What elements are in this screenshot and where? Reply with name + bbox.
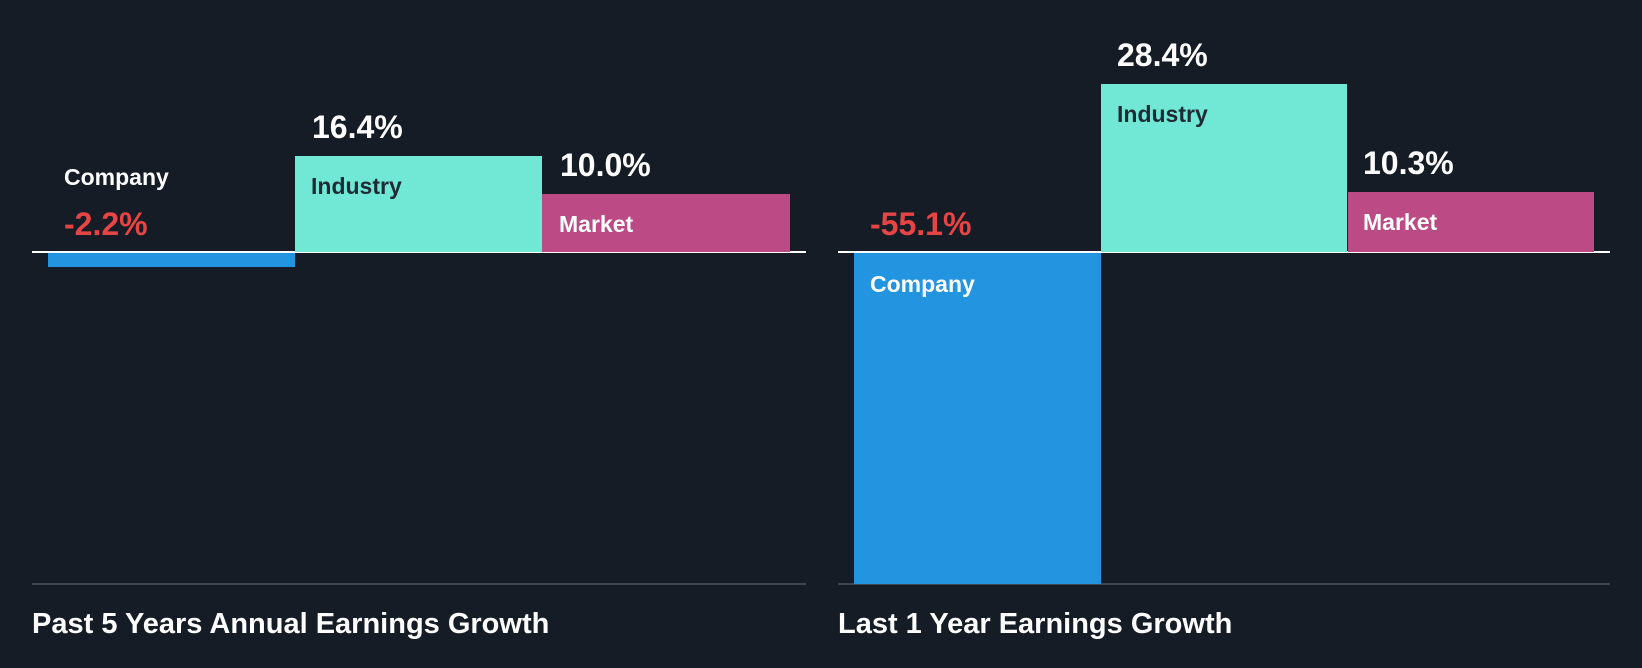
bar-value-market: 10.0%	[560, 147, 651, 183]
bar-value-market: 10.3%	[1363, 145, 1454, 181]
bar-label-market: Market	[1363, 209, 1438, 235]
chart-title-past-5-years: Past 5 Years Annual Earnings Growth	[32, 608, 550, 640]
chart-title-last-1-year: Last 1 Year Earnings Growth	[838, 608, 1233, 640]
bar-label-industry: Industry	[1117, 101, 1208, 127]
bar-market	[542, 194, 790, 252]
zero-baseline	[32, 251, 806, 253]
bar-label-market: Market	[559, 211, 634, 237]
bar-industry	[295, 156, 542, 252]
bar-industry	[1101, 84, 1347, 252]
axis-bottom-line	[32, 583, 806, 585]
bar-value-company: -55.1%	[870, 206, 972, 242]
bar-label-industry: Industry	[311, 173, 402, 199]
bar-label-company: Company	[64, 164, 169, 190]
bar-market	[1348, 192, 1594, 252]
bar-company	[854, 253, 1101, 584]
bar-value-industry: 16.4%	[312, 109, 403, 145]
bar-value-company: -2.2%	[64, 206, 148, 242]
zero-baseline	[838, 251, 1610, 253]
bar-label-company: Company	[870, 271, 975, 297]
axis-bottom-line	[838, 583, 1610, 585]
bar-value-industry: 28.4%	[1117, 37, 1208, 73]
bar-company	[48, 253, 295, 267]
